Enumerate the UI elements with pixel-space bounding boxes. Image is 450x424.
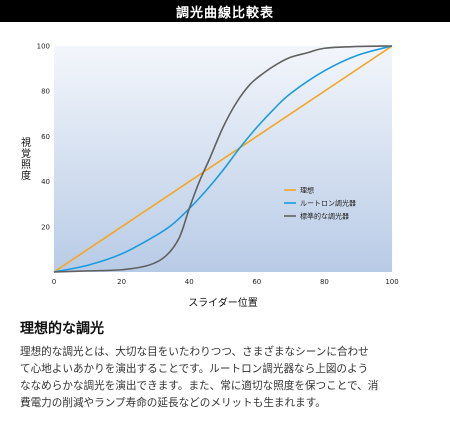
legend-label: ルートロン調光器	[300, 199, 356, 208]
x-tick-label: 100	[385, 278, 398, 286]
y-tick-label: 20	[41, 223, 50, 231]
y-tick-label: 100	[37, 43, 50, 51]
section-description: 理想的な調光とは、大切な目をいたわりつつ、さまざまなシーンに合わせ て心地よいあ…	[20, 344, 440, 412]
description-line: 理想的な調光とは、大切な目をいたわりつつ、さまざまなシーンに合わせ	[20, 346, 369, 358]
section-title: 理想的な調光	[20, 321, 104, 337]
y-axis-title: 視覚照度	[21, 136, 31, 182]
x-tick-label: 80	[320, 278, 329, 286]
y-tick-label: 80	[41, 88, 50, 96]
legend-label: 理想	[300, 186, 314, 195]
x-tick-label: 60	[252, 278, 261, 286]
x-tick-label: 20	[117, 278, 126, 286]
legend-label: 標準的な調光器	[300, 212, 349, 221]
chart-area: 0 20 40 60 80 100 20 40 60 80 100 理想ルートロン調光器 標準的な調…	[8, 22, 442, 316]
chart-header: 調光曲線比較表	[0, 0, 450, 22]
description-line: 費電力の削減やランプ寿命の延長などのメリットも生まれます。	[20, 397, 326, 409]
y-tick-label: 40	[41, 178, 50, 186]
description-line: て心地よいあかりを演出することです。ルートロン調光器なら上図のよう	[20, 363, 369, 375]
x-axis-title: スライダー位置	[188, 296, 258, 309]
description-line: ななめらかな調光を演出できます。また、常に適切な照度を保つことで、消	[20, 380, 379, 392]
x-tick-label: 40	[185, 278, 194, 286]
series-line-2	[53, 45, 393, 273]
dimming-curve-chart: 0 20 40 60 80 100 20 40 60 80 100 理想ルートロン調光器標準的な調…	[21, 43, 399, 310]
x-tick-label: 0	[52, 278, 56, 286]
chart-title: 調光曲線比較表	[175, 5, 274, 21]
series-line-1	[53, 45, 393, 273]
y-tick-label: 60	[41, 133, 50, 141]
series-line-0	[53, 45, 393, 273]
